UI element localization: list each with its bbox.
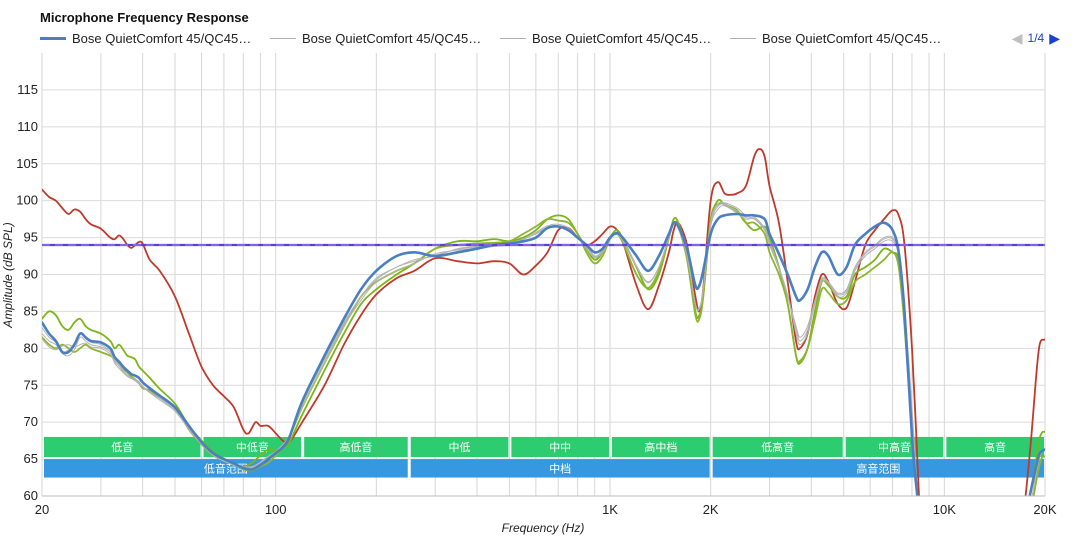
y-tick-label: 115 [17,82,38,97]
band-segment [612,436,710,458]
pager-label: 1/4 [1027,31,1045,45]
legend-label-1: Bose QuietComfort 45/QC45… [72,30,252,46]
y-tick-label: 85 [24,303,38,318]
y-tick-label: 100 [16,193,38,208]
legend: Bose QuietComfort 45/QC45… Bose QuietCom… [40,29,1060,47]
band-label: 高中档 [644,440,677,454]
band-segment [712,459,1044,478]
x-tick-label: 20 [35,502,49,517]
x-axis-title: Frequency (Hz) [502,521,585,535]
legend-swatch-2 [270,37,296,39]
y-tick-label: 60 [24,488,38,503]
x-tick-label: 100 [265,502,287,517]
y-tick-label: 90 [24,267,38,282]
band-segment [845,436,944,458]
series-line-9 [42,203,918,496]
grid [41,53,1046,497]
legend-label-4: Bose QuietComfort 45/QC45… [762,30,942,46]
band-label: 中中 [549,441,571,454]
band-segment [304,436,408,458]
series-line-6 [1032,455,1045,496]
band-segment [410,436,509,458]
y-tick-label: 75 [24,377,38,392]
legend-swatch-1 [40,36,66,40]
band-segment [511,436,610,458]
series-line-12 [1028,448,1045,496]
x-tick-label: 10K [933,502,956,517]
legend-swatch-3 [500,37,526,39]
pager-next-icon[interactable]: ▶ [1049,29,1060,46]
band-label: 中档 [549,461,571,475]
series-line-8 [42,201,918,496]
pager-prev-icon[interactable]: ◀ [1011,29,1023,46]
legend-pager: ◀ 1/4 ▶ [1012,29,1060,47]
y-axis-title: Amplitude (dB SPL) [1,222,15,328]
axes: 60 65 70 75 80 85 90 95 100 105 110 115 20 100 1K 2K 10K… [16,82,1057,517]
series-line-7 [42,205,918,496]
band-label: 中低 [449,441,471,454]
series-line-3 [42,198,919,496]
y-tick-label: 95 [24,230,38,245]
band-label: 低音 [111,440,133,454]
band-label: 高音 [984,440,1006,454]
band-label: 高音范围 [856,461,900,475]
legend-item-2[interactable]: Bose QuietComfort 45/QC45… [270,29,481,47]
x-tick-label: 1K [602,502,618,517]
legend-item-1[interactable]: Bose QuietComfort 45/QC45… [40,29,251,47]
series-line-11 [42,212,919,496]
chart-title: Microphone Frequency Response [40,10,249,25]
series-line-2 [1024,338,1045,496]
x-tick-label: 2K [703,502,719,517]
y-tick-label: 65 [24,451,38,466]
series-lines [42,148,1045,496]
band-segment [946,436,1044,458]
y-tick-label: 105 [16,156,38,171]
y-tick-label: 110 [17,119,38,134]
y-tick-label: 80 [24,340,38,355]
band-label: 中低音 [236,440,269,454]
band-segment [44,459,408,478]
band-label: 中高音 [878,440,911,454]
band-segment [712,436,843,458]
band-segment [410,459,710,478]
x-tick-label: 20K [1033,502,1056,517]
band-segment [44,436,201,458]
legend-item-4[interactable]: Bose QuietComfort 45/QC45… [730,29,941,47]
legend-label-2: Bose QuietComfort 45/QC45… [302,30,482,46]
band-label: 高低音 [339,440,372,454]
band-label: 低高音 [761,440,794,454]
legend-swatch-4 [730,37,756,39]
legend-item-3[interactable]: Bose QuietComfort 45/QC45… [500,29,711,47]
y-tick-label: 70 [24,414,38,429]
legend-label-3: Bose QuietComfort 45/QC45… [532,30,712,46]
